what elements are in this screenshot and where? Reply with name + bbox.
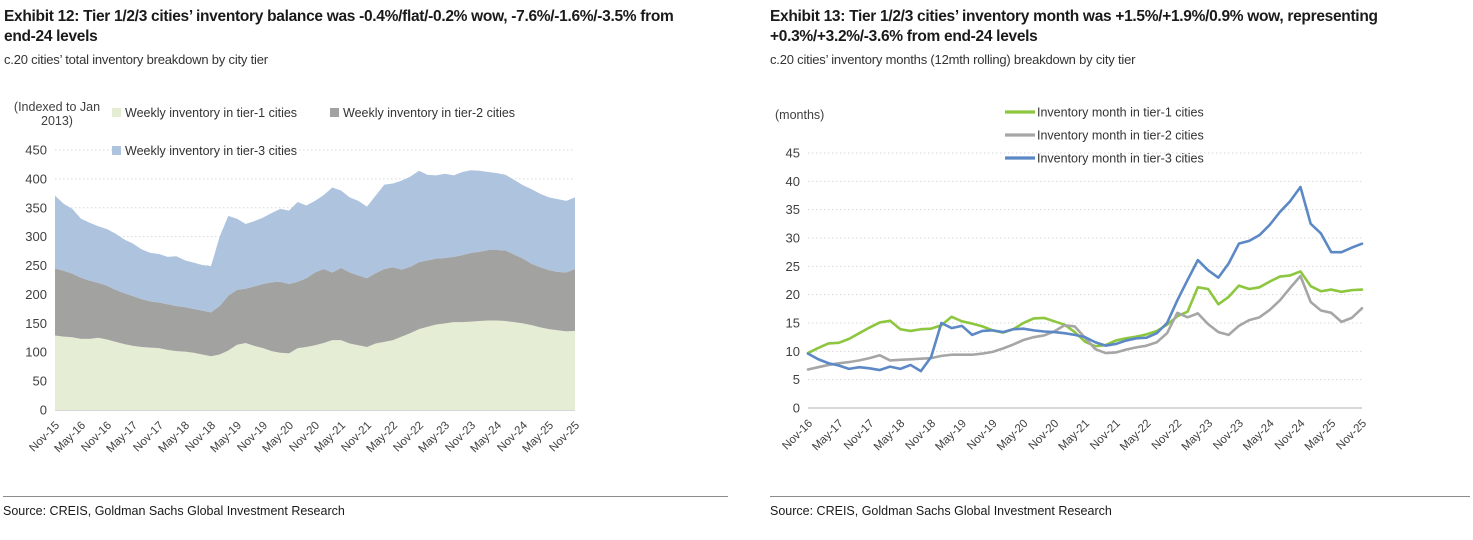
area-tier-3 <box>55 170 575 313</box>
axis-unit-label: (months) <box>775 108 824 122</box>
x-tick-label: Nov-24 <box>1273 417 1308 452</box>
y-tick-label: 100 <box>25 345 47 360</box>
x-tick-label: May-23 <box>1180 418 1216 454</box>
line-tier-1 <box>806 270 1364 355</box>
y-tick-label: 150 <box>25 316 47 331</box>
y-tick-label: 200 <box>25 287 47 302</box>
x-tick-label: Nov-16 <box>780 418 815 453</box>
y-tick-label: 0 <box>793 401 800 416</box>
exhibit-12-source: Source: CREIS, Goldman Sachs Global Inve… <box>3 504 345 518</box>
legend-label: Inventory month in tier-1 cities <box>1037 106 1204 120</box>
y-tick-label: 5 <box>793 372 800 387</box>
axis-unit-label: 2013) <box>41 114 73 128</box>
x-tick-label: May-19 <box>933 418 969 454</box>
exhibit-13-title: Exhibit 13: Tier 1/2/3 cities’ inventory… <box>770 8 1378 45</box>
exhibit-12-title: Exhibit 12: Tier 1/2/3 cities’ inventory… <box>4 8 674 45</box>
divider-line <box>770 496 1470 497</box>
x-tick-label: Nov-22 <box>1150 418 1185 453</box>
exhibit-13-source: Source: CREIS, Goldman Sachs Global Inve… <box>770 504 1112 518</box>
x-tick-label: Nov-25 <box>1334 418 1369 453</box>
y-tick-label: 20 <box>786 287 800 302</box>
legend-label: Inventory month in tier-3 cities <box>1037 152 1204 166</box>
inventory-balance-stacked-area-chart: 050100150200250300350400450Nov-15May-16N… <box>14 100 582 455</box>
exhibit-13-panel: Exhibit 13: Tier 1/2/3 cities’ inventory… <box>737 0 1473 540</box>
legend-label: Weekly inventory in tier-3 cities <box>125 144 297 158</box>
y-tick-label: 350 <box>25 200 47 215</box>
x-tick-label: May-25 <box>1303 418 1339 454</box>
x-tick-label: May-18 <box>872 418 908 454</box>
x-tick-label: Nov-18 <box>904 418 939 453</box>
area-tier-2 <box>55 249 575 357</box>
legend-swatch-tier-3 <box>112 146 121 155</box>
x-tick-label: Nov-21 <box>1088 418 1123 453</box>
x-tick-label: May-20 <box>995 418 1031 454</box>
exhibit-12-subtitle: c.20 cities’ total inventory breakdown b… <box>4 52 268 67</box>
y-tick-label: 40 <box>786 174 800 189</box>
line-tier-3 <box>806 185 1364 373</box>
y-tick-label: 50 <box>33 374 47 389</box>
x-tick-label: May-24 <box>1241 417 1277 453</box>
x-tick-label: May-21 <box>1057 418 1093 454</box>
area-tier-1 <box>55 320 575 410</box>
y-tick-label: 450 <box>25 143 47 158</box>
inventory-months-line-chart: 051015202530354045Nov-16May-17Nov-17May-… <box>775 106 1369 454</box>
y-tick-label: 35 <box>786 202 800 217</box>
x-tick-label: May-17 <box>810 418 846 454</box>
exhibit-13-subtitle: c.20 cities’ inventory months (12mth rol… <box>770 52 1136 67</box>
legend-label: Inventory month in tier-2 cities <box>1037 129 1204 143</box>
y-tick-label: 250 <box>25 258 47 273</box>
legend-label: Weekly inventory in tier-1 cities <box>125 106 297 120</box>
legend-label: Weekly inventory in tier-2 cities <box>343 106 515 120</box>
x-tick-label: May-22 <box>1118 418 1154 454</box>
exhibit-12-panel: Exhibit 12: Tier 1/2/3 cities’ inventory… <box>3 8 728 518</box>
axis-unit-label: (Indexed to Jan <box>14 100 100 114</box>
y-tick-label: 15 <box>786 316 800 331</box>
y-tick-label: 400 <box>25 171 47 186</box>
y-tick-label: 0 <box>40 403 47 418</box>
y-tick-label: 25 <box>786 259 800 274</box>
legend-swatch-tier-2 <box>330 108 339 117</box>
x-tick-label: Nov-17 <box>842 418 877 453</box>
legend-swatch-tier-1 <box>112 108 121 117</box>
y-tick-label: 10 <box>786 344 800 359</box>
x-tick-label: Nov-20 <box>1027 418 1062 453</box>
x-tick-label: Nov-19 <box>965 418 1000 453</box>
y-tick-label: 30 <box>786 231 800 246</box>
y-tick-label: 300 <box>25 229 47 244</box>
divider-line <box>3 496 728 497</box>
y-tick-label: 45 <box>786 146 800 161</box>
x-tick-label: Nov-23 <box>1211 418 1246 453</box>
